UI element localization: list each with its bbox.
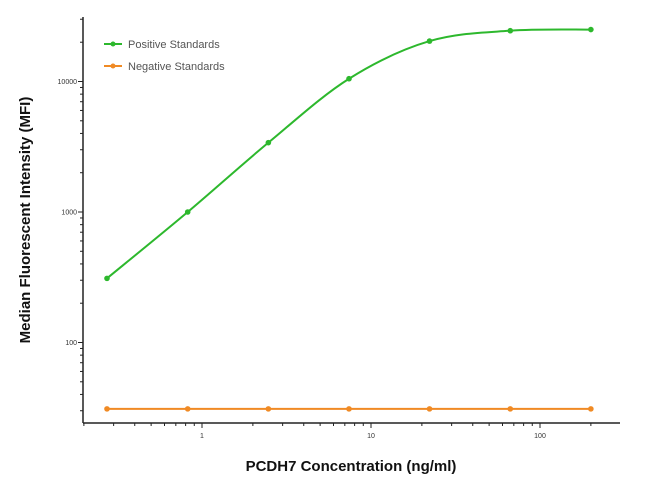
legend-label-positive: Positive Standards <box>128 39 220 51</box>
y-tick-label: 1000 <box>61 210 77 217</box>
x-tick-label: 10 <box>367 433 375 440</box>
data-point-positive <box>265 139 272 146</box>
data-point-negative <box>426 406 433 412</box>
x-tick-label: 1 <box>200 433 204 440</box>
series-layer <box>104 26 594 412</box>
axes: 1 10 100 100 1000 10000 <box>58 17 620 440</box>
x-axis-label: PCDH7 Concentration (ng/ml) <box>246 458 457 475</box>
y-axis-label: Median Fluorescent Intensity (MFI) <box>17 97 34 344</box>
data-point-negative <box>184 406 191 412</box>
x-tick-label: 100 <box>534 433 546 440</box>
legend-marker-negative <box>110 63 116 69</box>
legend-marker-positive <box>110 41 116 47</box>
data-point-positive <box>507 27 514 34</box>
data-point-positive <box>588 26 594 33</box>
data-point-positive <box>184 209 191 215</box>
data-point-negative <box>265 406 272 412</box>
legend-label-negative: Negative Standards <box>128 61 225 73</box>
legend: Positive Standards Negative Standards <box>104 39 225 73</box>
data-point-positive <box>104 275 110 282</box>
data-point-positive <box>346 75 352 82</box>
data-point-negative <box>346 406 352 412</box>
data-point-negative <box>104 406 110 412</box>
data-point-negative <box>588 406 594 412</box>
y-tick-label: 10000 <box>58 79 78 86</box>
y-tick-label: 100 <box>65 340 77 347</box>
data-point-negative <box>507 406 514 412</box>
data-point-positive <box>426 38 433 44</box>
